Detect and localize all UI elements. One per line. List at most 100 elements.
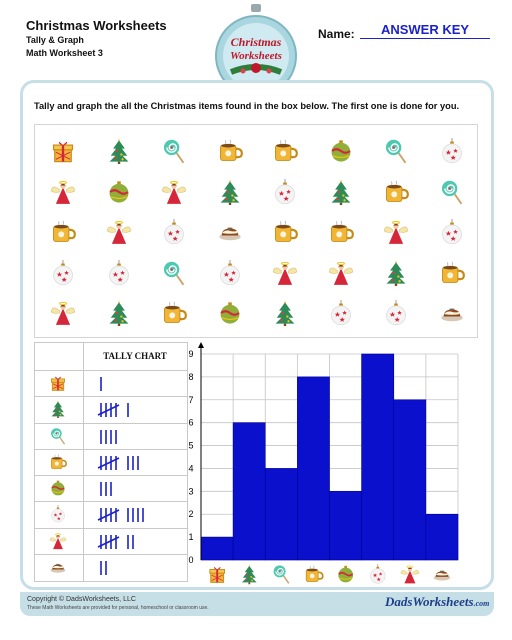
- tally-row: [35, 371, 187, 398]
- mug-icon: [313, 212, 369, 252]
- tally-marks: [97, 505, 187, 525]
- tally-marks: [97, 532, 187, 552]
- tree-icon: [313, 172, 369, 212]
- footer-logo-suffix: .com: [473, 599, 490, 608]
- x-tick-tree-icon: [241, 564, 257, 585]
- tree-icon: [91, 293, 147, 333]
- angel-icon: [35, 172, 91, 212]
- angel-icon: [257, 253, 313, 293]
- tree-icon: [368, 253, 424, 293]
- y-tick-label: 1: [188, 532, 193, 542]
- bar-ornament-icon: [329, 491, 362, 561]
- angel-icon: [313, 253, 369, 293]
- angel-icon: [146, 172, 202, 212]
- bauble-icon: [424, 212, 480, 252]
- x-tick-gift-icon: [209, 566, 226, 583]
- tally-marks: [97, 374, 187, 394]
- angel-icon: [35, 293, 91, 333]
- tally-row: [35, 424, 187, 450]
- mug-icon: [368, 172, 424, 212]
- ornament-icon: [49, 479, 71, 499]
- bar-graph: 0 1 2 3 4 5 6 7 8 9: [188, 342, 459, 585]
- tree-icon: [202, 172, 258, 212]
- ornament-text-2: Worksheets: [230, 50, 282, 62]
- tree-icon: [257, 293, 313, 333]
- mug-icon: [424, 253, 480, 293]
- x-tick-mug-icon: [305, 565, 324, 582]
- ornament-icon: [202, 293, 258, 333]
- y-tick-label: 9: [188, 349, 193, 359]
- instructions: Tally and graph the all the Christmas it…: [34, 101, 460, 111]
- y-tick-label: 5: [188, 441, 193, 451]
- x-tick-angel-icon: [400, 565, 420, 584]
- tally-marks: [97, 558, 187, 578]
- ornament-icon: [313, 131, 369, 171]
- pudding-icon: [202, 212, 258, 252]
- tally-chart: TALLY CHART: [34, 342, 188, 582]
- worksheet-number: Math Worksheet 3: [26, 48, 103, 58]
- mug-icon: [35, 212, 91, 252]
- bauble-icon: [313, 293, 369, 333]
- bar-mug-icon: [297, 376, 330, 561]
- angel-icon: [49, 532, 71, 552]
- angel-icon: [91, 212, 147, 252]
- answer-key-field[interactable]: ANSWER KEY: [360, 22, 490, 39]
- tally-chart-header: TALLY CHART: [35, 343, 187, 371]
- worksheet-subtitle: Tally & Graph: [26, 35, 84, 45]
- tally-row: [35, 476, 187, 503]
- gift-icon: [35, 131, 91, 171]
- y-tick-label: 0: [188, 555, 193, 565]
- name-label: Name:: [318, 27, 355, 41]
- tally-row: [35, 450, 187, 476]
- tree-icon: [91, 131, 147, 171]
- pudding-icon: [49, 558, 71, 578]
- bauble-icon: [202, 253, 258, 293]
- y-tick-label: 8: [188, 372, 193, 382]
- tally-chart-title: TALLY CHART: [103, 351, 167, 361]
- y-tick-label: 4: [188, 463, 193, 473]
- tally-marks: [97, 427, 187, 447]
- lollipop-icon: [424, 172, 480, 212]
- tally-marks: [97, 479, 187, 499]
- bar-lollipop-icon: [264, 468, 298, 561]
- footer-copyright: Copyright © DadsWorksheets, LLC: [27, 596, 136, 603]
- gift-icon: [49, 374, 71, 394]
- bauble-icon: [368, 293, 424, 333]
- x-tick-pudding-icon: [433, 570, 451, 581]
- y-tick-label: 7: [188, 395, 193, 405]
- mug-icon: [49, 453, 71, 473]
- bar-angel-icon: [393, 399, 427, 561]
- ornament-text-1: Christmas: [231, 35, 282, 49]
- bar-pudding-icon: [425, 513, 459, 561]
- lollipop-icon: [368, 131, 424, 171]
- mug-icon: [202, 131, 258, 171]
- tally-row: [35, 555, 187, 581]
- bauble-icon: [49, 505, 71, 525]
- footer-note: These Math Worksheets are provided for p…: [27, 605, 209, 611]
- ornament-icon: [91, 172, 147, 212]
- y-tick-label: 3: [188, 486, 193, 496]
- tally-row: [35, 397, 187, 424]
- x-tick-ornament-icon: [338, 565, 354, 583]
- bar-bauble-icon: [361, 353, 395, 561]
- bauble-icon: [257, 172, 313, 212]
- worksheet-title: Christmas Worksheets: [26, 18, 167, 33]
- bauble-icon: [35, 253, 91, 293]
- y-tick-label: 2: [188, 509, 193, 519]
- mug-icon: [257, 212, 313, 252]
- footer-logo[interactable]: DadsWorksheets.com: [385, 594, 489, 610]
- christmas-items-box: [34, 124, 478, 338]
- bar-gift-icon: [200, 536, 234, 561]
- angel-icon: [368, 212, 424, 252]
- christmas-ornament-logo: Christmas Worksheets: [215, 4, 297, 97]
- tally-marks: [97, 453, 187, 473]
- tally-divider: [83, 343, 84, 581]
- mug-icon: [146, 293, 202, 333]
- mug-icon: [257, 131, 313, 171]
- x-tick-bauble-icon: [370, 564, 386, 584]
- bar-tree-icon: [232, 422, 266, 561]
- footer-bar: [20, 592, 494, 616]
- lollipop-icon: [146, 131, 202, 171]
- lollipop-icon: [146, 253, 202, 293]
- tally-marks: [97, 400, 187, 420]
